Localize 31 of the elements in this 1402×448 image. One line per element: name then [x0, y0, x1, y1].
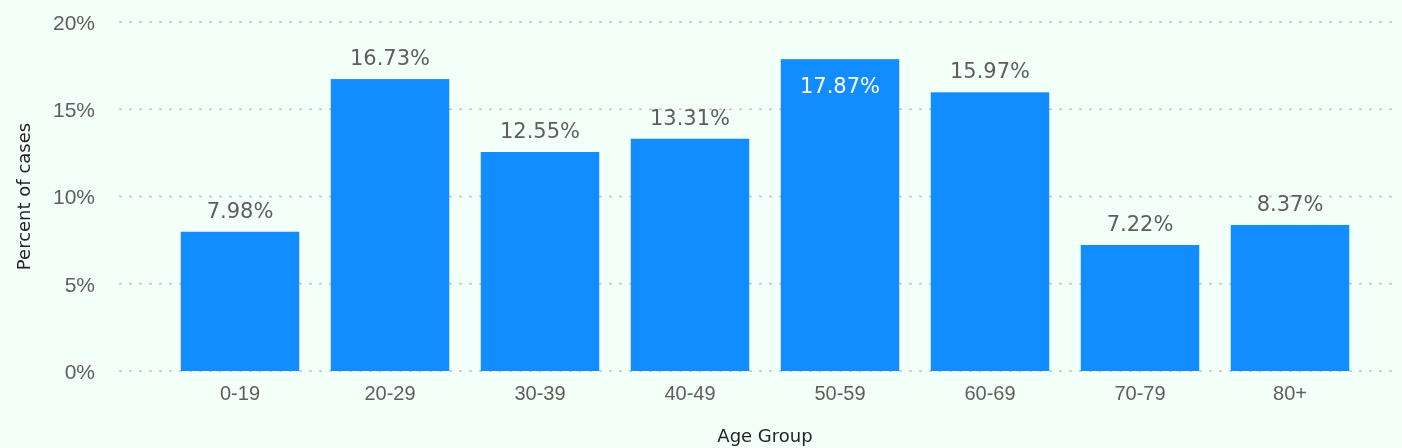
data-label: 12.55%	[499, 119, 581, 143]
data-label: 16.73%	[349, 46, 431, 71]
data-label: 7.22%	[1106, 212, 1174, 237]
data-label: 8.37%	[1256, 191, 1324, 216]
y-tick-label: 15%	[52, 98, 95, 122]
bar	[480, 152, 600, 371]
y-tick-label: 0%	[64, 359, 95, 383]
bar	[930, 92, 1050, 371]
x-tick-label: 50-59	[814, 382, 866, 405]
x-tick-label: 40-49	[664, 382, 716, 405]
bar	[780, 59, 900, 371]
x-tick-label: 20-29	[364, 382, 416, 405]
x-tick-label: 80+	[1273, 382, 1307, 405]
x-axis-title: Age Group	[717, 425, 813, 446]
data-label: 15.97%	[949, 59, 1031, 84]
y-tick-label: 5%	[64, 272, 95, 296]
data-label: 7.98%	[206, 198, 274, 223]
data-label: 17.87%	[799, 74, 881, 99]
x-tick-label: 0-19	[219, 382, 261, 405]
x-tick-label: 70-79	[1114, 382, 1166, 405]
y-tick-label: 20%	[52, 10, 95, 34]
bar	[1230, 224, 1350, 371]
bar	[330, 79, 450, 371]
y-axis-title: Percent of cases	[13, 122, 34, 271]
x-tick-label: 60-69	[964, 382, 1016, 405]
x-tick-label: 30-39	[514, 382, 566, 405]
bar	[1080, 245, 1200, 371]
bar	[180, 231, 300, 371]
data-label: 13.31%	[649, 105, 731, 130]
bar	[630, 138, 750, 371]
y-tick-label: 10%	[52, 185, 95, 209]
